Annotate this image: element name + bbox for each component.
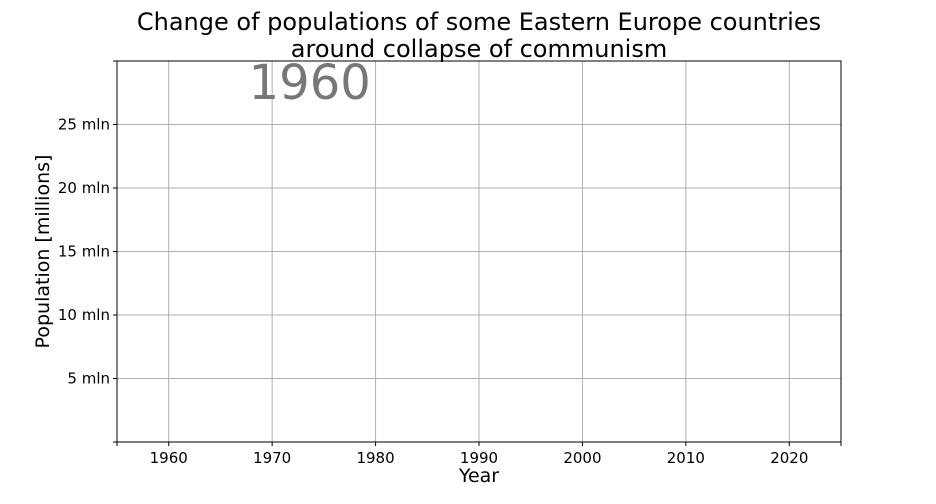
- y-axis-label: Population [millions]: [32, 155, 54, 349]
- grid: [117, 61, 841, 442]
- x-tick-label: 1990: [460, 449, 498, 467]
- x-tick-label: 1970: [253, 449, 291, 467]
- x-axis-label: Year: [458, 465, 499, 487]
- x-tick-label: 2000: [563, 449, 601, 467]
- chart-title: Change of populations of some Eastern Eu…: [137, 8, 821, 63]
- y-tick-label: 25 mln: [58, 116, 110, 134]
- y-tick-label: 20 mln: [58, 179, 110, 197]
- y-tick-label: 5 mln: [67, 370, 110, 388]
- x-tick-label: 1980: [356, 449, 394, 467]
- y-tick-label: 15 mln: [58, 243, 110, 261]
- chart-title-line: around collapse of communism: [291, 35, 667, 63]
- year-annotation: 1960: [249, 55, 371, 111]
- x-tick-label: 2010: [667, 449, 705, 467]
- x-tick-label: 2020: [770, 449, 808, 467]
- y-tick-label: 10 mln: [58, 306, 110, 324]
- y-axis: 5 mln 10 mln 15 mln 20 mln 25 mln: [58, 60, 117, 443]
- x-axis: 1960 1970 1980 1990 2000 2010 2020: [116, 442, 842, 467]
- chart-title-line: Change of populations of some Eastern Eu…: [137, 8, 821, 36]
- x-tick-label: 1960: [150, 449, 188, 467]
